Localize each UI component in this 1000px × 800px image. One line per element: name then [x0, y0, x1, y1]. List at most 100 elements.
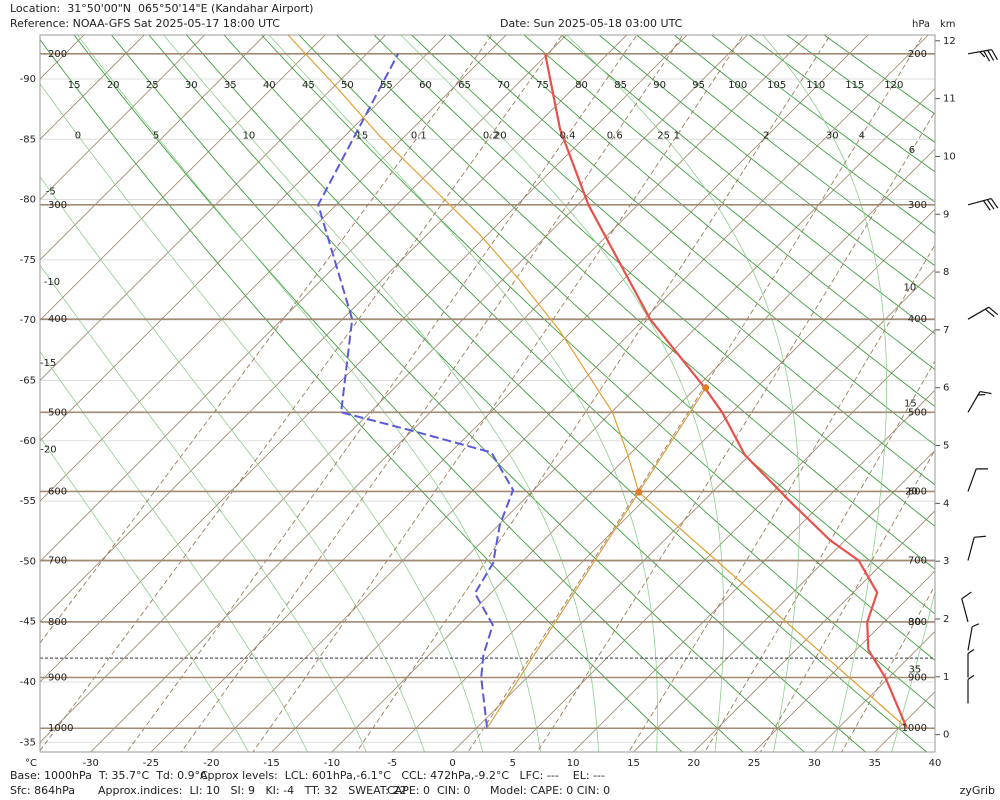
dry-adiabat-label: 70: [497, 80, 510, 91]
dry-adiabat: [635, 35, 935, 267]
isotherm: [150, 35, 869, 752]
isotherm-label: -75: [20, 255, 36, 266]
barb-feather: [984, 308, 995, 318]
dry-adiabat: [410, 35, 935, 486]
mixing-ratio-label: 4: [859, 130, 865, 141]
dry-adiabat-label: 50: [341, 80, 354, 91]
y-tick-label: 300: [48, 200, 67, 211]
isotherm: [90, 35, 808, 752]
dry-adiabat: [185, 35, 928, 752]
dry-adiabat-label: 65: [458, 80, 471, 91]
moist-adiabat: [77, 35, 541, 752]
mixing-ratio-label: 1: [674, 130, 680, 141]
moist-adiabat-label: 25: [657, 130, 670, 141]
moist-adiabat-label: 15: [356, 130, 369, 141]
x-tick-label: 30: [808, 758, 821, 769]
isotherm-label: -40: [20, 677, 36, 688]
moist-adiabat-label: 20: [494, 130, 507, 141]
dry-adiabat: [223, 35, 935, 710]
isotherm: [40, 35, 748, 743]
isotherm-label: -90: [20, 74, 36, 85]
mixing-ratio-line: [760, 449, 935, 752]
moist-adiabat-label: -15: [40, 358, 56, 369]
barb-shaft: [967, 468, 977, 492]
isotherm: [40, 35, 688, 683]
isotherm-label: -85: [20, 134, 36, 145]
y2-tick-label: 6: [943, 383, 949, 394]
location: Location: 31°50'00"N 065°50'14"E (Kandah…: [10, 2, 313, 15]
y-tick-label: 700: [48, 555, 67, 566]
mixing-ratio-line: [467, 35, 924, 752]
isotherm: [572, 389, 935, 752]
mixing-ratio-label: 15: [904, 399, 917, 410]
grid: [40, 35, 935, 752]
y-tick-label: 700: [908, 555, 927, 566]
barb-shaft: [967, 626, 973, 651]
mixing-ratio-line: [252, 35, 744, 752]
y2-tick-label: 9: [943, 209, 949, 220]
x-tick-label: -5: [387, 758, 397, 769]
dry-adiabat: [673, 35, 935, 234]
x-axis-unit: °C: [25, 758, 37, 769]
level-point: [635, 488, 643, 496]
barb-feather: [961, 591, 972, 600]
y-tick-label: 400: [908, 314, 927, 325]
y2-tick-label: 10: [943, 151, 956, 162]
barb-feather: [987, 50, 995, 61]
barb-feather: [986, 199, 995, 210]
dry-adiabat: [448, 35, 935, 446]
footer-indices: Approx.indices: LI: 10 SI: 9 KI: -4 TT: …: [98, 784, 407, 797]
x-tick-label: 40: [929, 758, 942, 769]
y-tick-label: 800: [48, 617, 67, 628]
mixing-ratio-line: [628, 243, 935, 752]
moist-adiabat-label: 35: [909, 664, 922, 675]
dry-adiabat-label: 15: [68, 80, 81, 91]
y-tick-label: 200: [48, 49, 67, 60]
y-tick-label: 200: [908, 49, 927, 60]
isotherm-label: -50: [20, 556, 36, 567]
dry-adiabat-label: 20: [107, 80, 120, 91]
isotherm: [753, 570, 935, 752]
barb-feather: [983, 50, 991, 62]
barb-feather: [974, 535, 986, 538]
barb-shaft: [967, 537, 975, 561]
x-tick-label: -15: [263, 758, 279, 769]
y-tick-label: 500: [48, 407, 67, 418]
moist-adiabat: [40, 350, 309, 752]
barb-feather: [990, 198, 999, 209]
dry-adiabat-label: 25: [146, 80, 159, 91]
y2-axis-unit: km: [940, 19, 956, 30]
x-tick-label: 5: [510, 758, 516, 769]
y-tick-label: 600: [48, 486, 67, 497]
dry-adiabat-label: 35: [224, 80, 237, 91]
dry-adiabat: [40, 38, 683, 752]
isotherm-label: -70: [20, 315, 36, 326]
x-tick-label: -20: [203, 758, 219, 769]
dry-adiabat-label: 45: [302, 80, 315, 91]
y-tick-label: 1000: [902, 723, 927, 734]
moist-adiabat: [762, 35, 887, 752]
labels: -90-85-80-75-70-65-60-55-50-45-40-35-30-…: [20, 36, 999, 769]
moist-adiabat: [400, 35, 725, 752]
dry-adiabat: [598, 35, 935, 300]
isotherm: [331, 148, 935, 752]
dry-adiabat-label: 85: [614, 80, 627, 91]
isotherm: [40, 35, 205, 201]
wind-barb: [967, 674, 975, 704]
mixing-ratio-line: [356, 35, 831, 752]
dry-adiabat-label: 80: [575, 80, 588, 91]
profile-line: [544, 53, 908, 729]
wind-barb: [961, 591, 972, 623]
footer-model: Model: CAPE: 0 CIN: 0: [490, 784, 610, 797]
x-tick-label: -25: [143, 758, 159, 769]
mixing-ratio-label: 0.6: [607, 130, 623, 141]
y2-tick-label: 12: [943, 36, 956, 47]
isotherm: [814, 630, 935, 752]
x-tick-label: -10: [324, 758, 340, 769]
moist-adiabat-label: 5: [153, 130, 159, 141]
mixing-ratio-line: [40, 35, 493, 644]
dry-adiabat-label: 115: [845, 80, 864, 91]
barb-feather: [991, 49, 999, 61]
isotherm: [40, 35, 507, 502]
